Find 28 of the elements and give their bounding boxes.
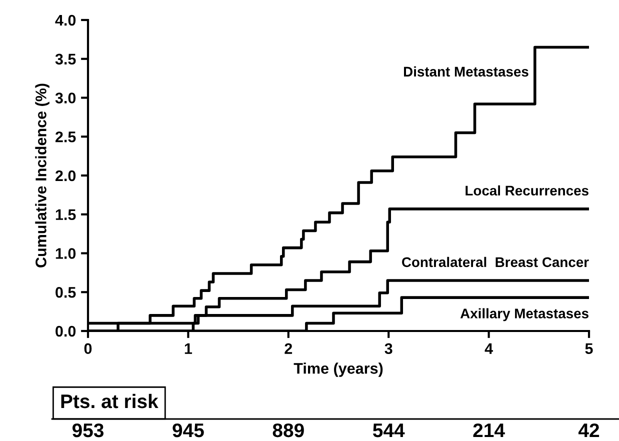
x-tick-label: 4 bbox=[484, 343, 493, 354]
text: Pts. at risk bbox=[61, 394, 158, 408]
series-label: Distant Metastases bbox=[404, 66, 528, 77]
text: 889 bbox=[272, 423, 304, 438]
y-tick-label: 2.0 bbox=[55, 170, 76, 182]
y-tick-label: 3.0 bbox=[55, 92, 76, 104]
text: 214 bbox=[473, 423, 505, 438]
x-tick-label: 1 bbox=[184, 343, 192, 354]
x-tick-label: 5 bbox=[585, 343, 593, 354]
x-tick-label: 0 bbox=[84, 343, 92, 354]
y-tick-label: 2.5 bbox=[55, 131, 76, 142]
x-tick-label: 3 bbox=[384, 343, 392, 354]
text: 953 bbox=[72, 423, 104, 438]
y-tick-label: 1.0 bbox=[56, 248, 76, 259]
y-tick-label: 1.5 bbox=[56, 209, 76, 220]
text: 42 bbox=[578, 423, 600, 438]
series-label: Local Recurrences bbox=[466, 185, 588, 196]
y-tick-label: 0.5 bbox=[56, 286, 76, 298]
series-label: Axillary Metastases bbox=[460, 308, 588, 322]
text: 945 bbox=[172, 423, 204, 438]
series-label: Contralateral Breast Cancer bbox=[402, 256, 589, 268]
x-tick-label: 2 bbox=[284, 343, 292, 354]
y-tick-label: 4.0 bbox=[55, 14, 76, 26]
text: 544 bbox=[372, 424, 405, 438]
y-tick-label: 3.5 bbox=[55, 54, 76, 65]
y-axis-title: Cumulative Incidence (%) bbox=[35, 84, 50, 268]
x-axis-title: Time (years) bbox=[294, 362, 383, 377]
y-tick-label: 0.0 bbox=[56, 326, 76, 337]
